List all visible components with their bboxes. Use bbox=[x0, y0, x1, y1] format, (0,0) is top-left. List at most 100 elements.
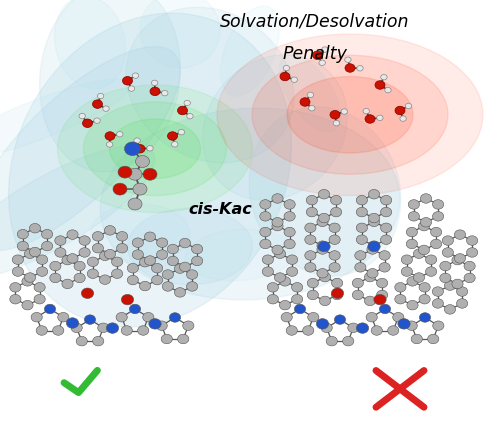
Circle shape bbox=[12, 255, 24, 264]
Circle shape bbox=[400, 116, 406, 121]
Circle shape bbox=[133, 183, 147, 195]
Circle shape bbox=[274, 273, 285, 282]
Circle shape bbox=[10, 283, 21, 292]
Circle shape bbox=[292, 283, 302, 292]
Circle shape bbox=[143, 168, 157, 180]
Ellipse shape bbox=[185, 229, 295, 281]
Circle shape bbox=[432, 200, 444, 209]
Circle shape bbox=[260, 200, 271, 209]
Circle shape bbox=[272, 218, 283, 227]
Circle shape bbox=[116, 232, 128, 241]
Circle shape bbox=[180, 238, 190, 248]
Circle shape bbox=[100, 275, 110, 284]
Circle shape bbox=[364, 296, 376, 306]
Circle shape bbox=[419, 283, 430, 292]
Circle shape bbox=[142, 312, 154, 322]
Circle shape bbox=[291, 77, 298, 82]
Circle shape bbox=[398, 319, 410, 329]
Circle shape bbox=[112, 269, 122, 278]
Circle shape bbox=[333, 120, 340, 126]
Circle shape bbox=[18, 230, 28, 239]
Circle shape bbox=[152, 80, 158, 85]
Circle shape bbox=[452, 279, 463, 289]
Circle shape bbox=[318, 190, 330, 199]
Circle shape bbox=[52, 326, 64, 335]
Circle shape bbox=[407, 277, 418, 286]
Circle shape bbox=[128, 275, 138, 285]
Circle shape bbox=[329, 235, 340, 244]
Circle shape bbox=[128, 168, 142, 180]
Circle shape bbox=[79, 236, 90, 245]
Circle shape bbox=[419, 295, 430, 304]
Circle shape bbox=[305, 251, 316, 260]
Circle shape bbox=[130, 304, 140, 314]
Circle shape bbox=[379, 251, 390, 260]
Ellipse shape bbox=[128, 208, 252, 285]
Circle shape bbox=[128, 198, 142, 210]
Circle shape bbox=[284, 227, 295, 237]
Circle shape bbox=[162, 270, 173, 279]
Circle shape bbox=[118, 166, 132, 178]
Circle shape bbox=[105, 132, 115, 140]
Circle shape bbox=[10, 295, 21, 304]
Circle shape bbox=[152, 275, 162, 285]
Ellipse shape bbox=[84, 102, 227, 196]
Circle shape bbox=[380, 235, 392, 244]
Circle shape bbox=[352, 278, 364, 288]
Circle shape bbox=[330, 110, 340, 119]
Circle shape bbox=[456, 299, 468, 308]
Ellipse shape bbox=[202, 55, 348, 200]
Circle shape bbox=[307, 92, 314, 98]
Circle shape bbox=[466, 248, 477, 257]
Circle shape bbox=[138, 326, 149, 335]
Circle shape bbox=[260, 227, 271, 237]
Circle shape bbox=[406, 227, 418, 237]
Circle shape bbox=[444, 281, 456, 290]
Circle shape bbox=[380, 74, 387, 80]
Circle shape bbox=[308, 290, 318, 300]
Circle shape bbox=[392, 312, 404, 322]
Circle shape bbox=[24, 273, 36, 282]
Circle shape bbox=[74, 261, 85, 271]
Circle shape bbox=[418, 221, 430, 231]
Circle shape bbox=[376, 290, 388, 300]
Ellipse shape bbox=[140, 0, 220, 68]
Circle shape bbox=[42, 241, 52, 251]
Ellipse shape bbox=[279, 55, 341, 132]
Circle shape bbox=[104, 249, 116, 259]
Circle shape bbox=[322, 47, 328, 52]
Circle shape bbox=[58, 312, 69, 322]
Circle shape bbox=[418, 245, 430, 255]
Circle shape bbox=[100, 251, 110, 261]
Circle shape bbox=[140, 258, 150, 267]
Circle shape bbox=[174, 288, 186, 297]
Circle shape bbox=[305, 235, 316, 244]
Circle shape bbox=[320, 272, 330, 282]
Circle shape bbox=[407, 300, 418, 310]
Circle shape bbox=[320, 296, 330, 306]
Circle shape bbox=[162, 282, 173, 291]
Circle shape bbox=[156, 321, 168, 331]
Circle shape bbox=[186, 282, 198, 291]
Circle shape bbox=[308, 312, 319, 322]
Circle shape bbox=[308, 278, 318, 288]
Circle shape bbox=[262, 267, 274, 276]
Circle shape bbox=[168, 244, 178, 254]
Circle shape bbox=[329, 223, 340, 232]
Circle shape bbox=[132, 250, 143, 259]
Circle shape bbox=[308, 105, 315, 111]
Circle shape bbox=[82, 288, 94, 298]
Circle shape bbox=[286, 267, 298, 276]
Ellipse shape bbox=[100, 108, 400, 300]
Circle shape bbox=[348, 323, 359, 333]
Circle shape bbox=[274, 249, 285, 258]
Circle shape bbox=[76, 336, 88, 346]
Circle shape bbox=[466, 236, 477, 245]
Circle shape bbox=[121, 326, 132, 335]
Ellipse shape bbox=[90, 204, 190, 264]
Circle shape bbox=[162, 91, 168, 96]
Ellipse shape bbox=[221, 6, 279, 96]
Circle shape bbox=[440, 261, 451, 271]
Circle shape bbox=[284, 212, 295, 221]
Circle shape bbox=[318, 213, 330, 223]
